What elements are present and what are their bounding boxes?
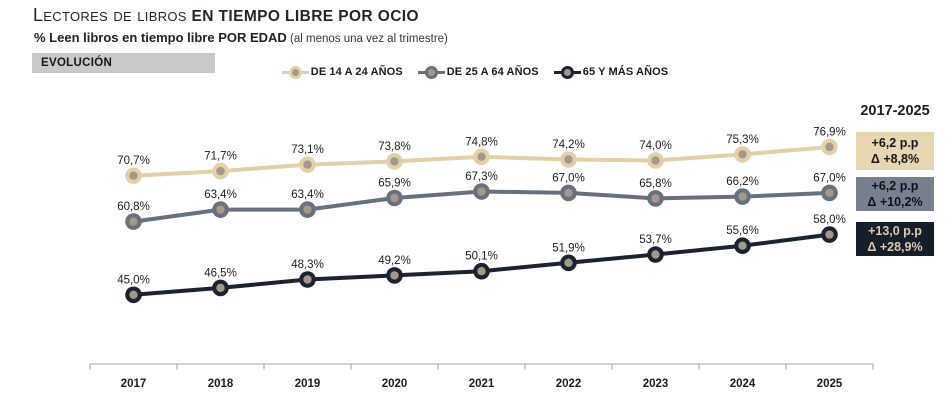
data-point-core [216,166,225,176]
data-point-label: 73,8% [378,141,411,153]
legend-item: DE 14 A 24 AÑOS [281,65,403,79]
title-light-part: Lectores de libros [33,5,187,25]
data-point-core [738,241,747,250]
data-point-label: 75,3% [726,134,759,146]
data-point-label: 74,8% [465,136,498,148]
data-point-label: 76,9% [813,127,846,139]
data-point-core [477,152,486,161]
data-point-label: 49,2% [378,255,411,267]
data-point-core [651,156,660,165]
data-point-label: 50,1% [465,251,498,263]
data-point-core [390,193,399,203]
delta-box-14-24: +6,2 p.p Δ +8,8% [856,132,934,170]
data-point-label: 67,0% [813,172,846,184]
year-label: 2020 [382,378,408,390]
legend-label: 65 Y MÁS AÑOS [582,66,669,78]
data-point-core [738,192,747,201]
data-point-core [129,171,138,180]
year-label: 2024 [730,378,756,390]
data-point-label: 71,7% [204,151,237,163]
legend-item: 65 Y MÁS AÑOS [553,65,669,79]
legend-item: DE 25 A 64 AÑOS [417,65,539,79]
data-point-label: 46,5% [204,267,237,279]
delta-pct-value: Δ +8,8% [870,152,920,166]
delta-box-65-plus: +13,0 p.p Δ +28,9% [856,222,934,256]
data-point-core [129,290,138,299]
data-point-core [477,187,486,196]
data-point-core [303,160,312,169]
data-point-core [216,205,225,214]
data-point-core [303,275,312,284]
data-point-core [477,267,486,276]
delta-pct-value: Δ +10,2% [867,195,923,209]
data-point-label: 73,1% [291,144,324,156]
legend-series-swatch-icon [553,65,581,79]
data-point-label: 60,8% [117,201,150,213]
data-point-core [129,217,138,226]
data-point-core [564,155,573,164]
evolution-tag: EVOLUCIÓN [32,53,215,73]
subtitle-note-part: (al menos una vez al trimestre) [286,33,448,45]
data-point-core [651,250,660,259]
year-label: 2023 [643,378,669,390]
year-label: 2018 [208,378,234,390]
delta-box-25-64: +6,2 p.p Δ +10,2% [856,177,934,211]
data-point-core [564,188,573,198]
title-bold-part: EN TIEMPO LIBRE POR OCIO [186,8,419,25]
period-label: 2017-2025 [860,103,930,119]
data-point-label: 63,4% [291,189,324,201]
data-point-label: 65,9% [378,178,411,190]
legend-label: DE 25 A 64 AÑOS [446,66,539,78]
data-point-core [390,157,399,166]
data-point-label: 74,0% [639,140,672,152]
data-point-label: 74,2% [552,139,585,151]
subtitle-bold-part: % Leen libros en tiempo libre POR EDAD [34,30,287,45]
legend-label: DE 14 A 24 AÑOS [310,66,403,78]
year-label: 2019 [295,378,321,390]
year-label: 2025 [817,378,843,390]
data-point-label: 63,4% [204,189,237,201]
data-point-core [390,271,399,280]
year-label: 2017 [121,378,147,390]
data-point-label: 67,3% [465,171,498,183]
page-subtitle: % Leen libros en tiempo libre POR EDAD (… [34,29,448,47]
data-point-core [651,194,660,203]
legend-series-swatch-icon [281,65,309,79]
data-point-core [825,142,834,152]
data-point-label: 45,0% [117,274,150,286]
delta-pct-value: Δ +28,9% [867,240,923,254]
data-point-label: 70,7% [117,155,150,167]
page-title: Lectores de libros EN TIEMPO LIBRE POR O… [33,5,419,26]
delta-pp-value: +6,2 p.p [871,136,919,150]
data-point-label: 58,0% [813,214,846,226]
legend-series-swatch-icon [417,65,445,79]
data-point-label: 48,3% [291,259,324,271]
chart-legend: DE 14 A 24 AÑOS DE 25 A 64 AÑOS 65 Y MÁS A… [0,64,950,80]
data-point-core [825,188,834,198]
data-point-core [564,258,573,267]
delta-pp-value: +6,2 p.p [871,179,919,193]
delta-pp-value: +13,0 p.p [868,224,922,238]
data-point-core [216,283,225,293]
data-point-label: 66,2% [726,176,759,188]
data-point-core [303,205,312,214]
year-label: 2021 [469,378,495,390]
data-point-label: 65,8% [639,178,672,190]
data-point-label: 55,6% [726,225,759,237]
year-label: 2022 [556,378,582,390]
data-point-label: 67,0% [552,172,585,184]
data-point-label: 53,7% [639,234,672,246]
data-point-core [738,150,747,159]
data-point-label: 51,9% [552,242,585,254]
data-point-core [825,230,834,239]
